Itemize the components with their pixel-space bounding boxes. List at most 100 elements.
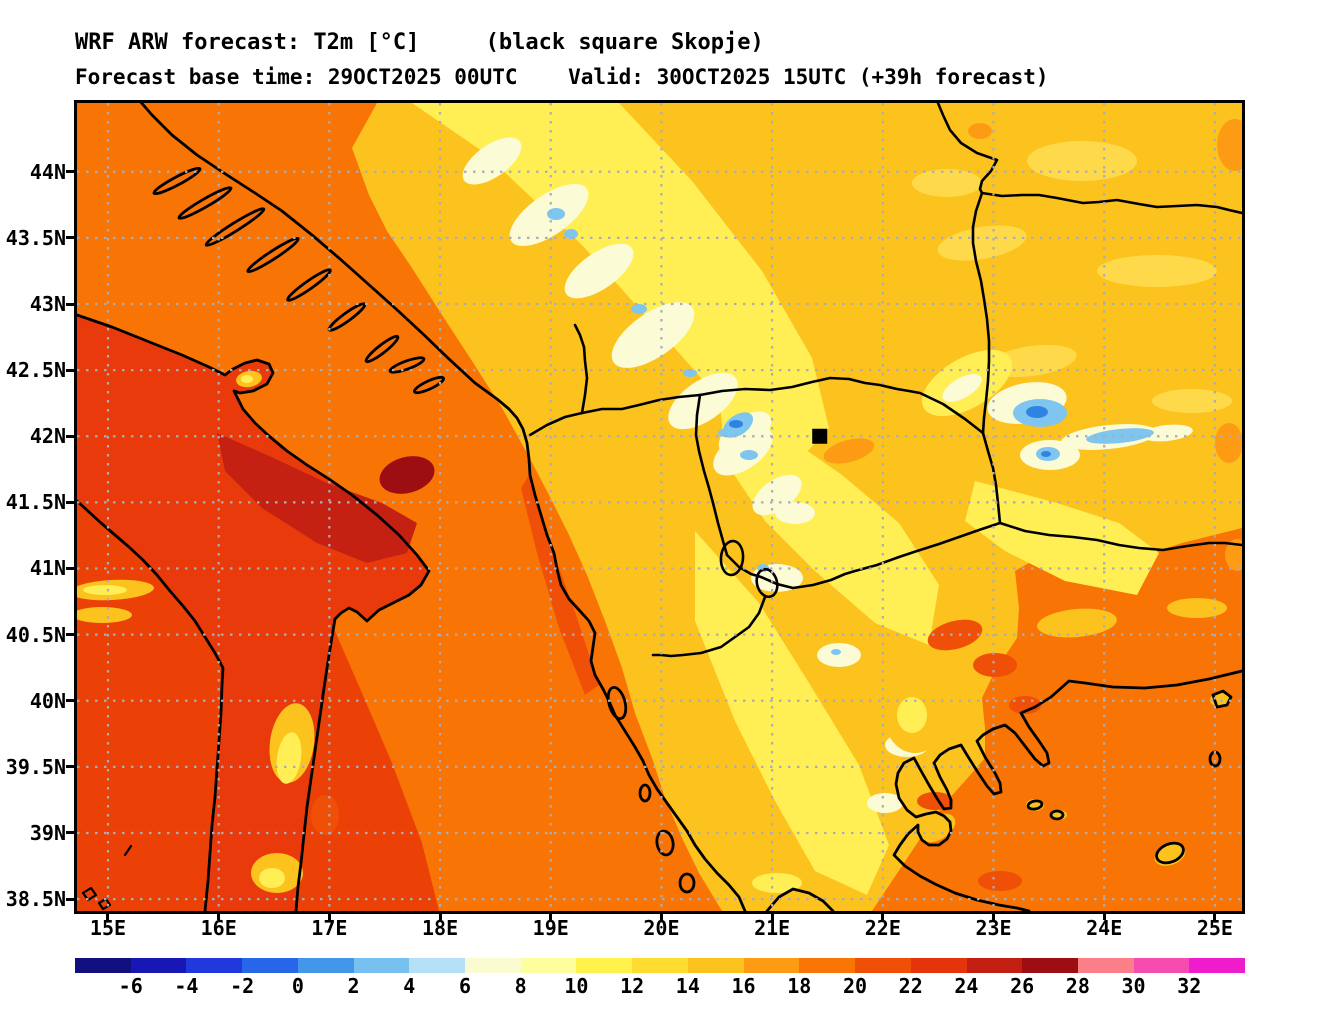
colorbar-segment xyxy=(1133,958,1190,973)
x-axis-tick-label: 23E xyxy=(975,916,1012,940)
x-axis-tick-label: 22E xyxy=(864,916,901,940)
x-axis-tick xyxy=(438,911,442,920)
x-axis-tick xyxy=(106,911,110,920)
colorbar-tick-label: 32 xyxy=(1177,974,1202,998)
coastline-italy-adriatic xyxy=(77,313,431,911)
colorbar-tick-label: 4 xyxy=(403,974,416,998)
y-axis-tick xyxy=(66,236,75,240)
colorbar-tick-label: 10 xyxy=(564,974,589,998)
country-borders xyxy=(528,103,1242,658)
aeolian-islets xyxy=(81,844,133,911)
x-axis-tick-label: 19E xyxy=(532,916,569,940)
colorbar-segment xyxy=(353,958,410,973)
colorbar-segment xyxy=(1022,958,1078,973)
y-axis-tick xyxy=(66,170,75,174)
map-plot-area xyxy=(74,100,1245,914)
x-axis-tick-label: 16E xyxy=(200,916,237,940)
colorbar-segment xyxy=(743,958,800,973)
x-axis-tick-label: 25E xyxy=(1196,916,1233,940)
x-axis-tick-label: 20E xyxy=(643,916,680,940)
colorbar-tick-label: 22 xyxy=(898,974,923,998)
y-axis-tick-label: 44N xyxy=(29,159,66,184)
y-axis-tick xyxy=(66,897,75,901)
coastline-dalmatia-albania-greece xyxy=(139,103,747,911)
y-axis-tick xyxy=(66,831,75,835)
colorbar-tick-label: 2 xyxy=(347,974,360,998)
colorbar-segment xyxy=(966,958,1023,973)
colorbar-segment xyxy=(130,958,187,973)
colorbar-segment xyxy=(242,958,298,973)
colorbar-tick-label: -4 xyxy=(174,974,199,998)
x-axis-tick xyxy=(327,911,331,920)
colorbar-tick-label: -2 xyxy=(230,974,255,998)
colorbar-tick-label: 14 xyxy=(675,974,700,998)
colorbar-tick-label: 16 xyxy=(731,974,756,998)
x-axis-tick-label: 21E xyxy=(754,916,791,940)
y-axis-tick xyxy=(66,566,75,570)
y-axis-tick-label: 40N xyxy=(29,688,66,713)
title-line-1: WRF ARW forecast: T2m [°C] (black square… xyxy=(75,30,764,55)
colorbar-segment xyxy=(687,958,744,973)
colorbar-segment xyxy=(1189,958,1246,973)
coastline-aegean xyxy=(892,669,1242,911)
colorbar-tick-label: -6 xyxy=(118,974,143,998)
y-axis-tick xyxy=(66,434,75,438)
title-line-2: Forecast base time: 29OCT2025 00UTC Vali… xyxy=(75,65,1049,89)
coastline-peloponnese xyxy=(765,887,835,911)
x-axis-tick xyxy=(992,911,995,920)
colorbar-segment xyxy=(910,958,967,973)
temperature-map xyxy=(77,103,1242,911)
y-axis-tick-label: 38.5N xyxy=(5,887,66,912)
colorbar-segment xyxy=(297,958,354,973)
ionian-islands xyxy=(606,686,696,894)
x-axis-tick-label: 18E xyxy=(421,916,459,940)
x-axis-tick xyxy=(217,911,221,920)
y-axis-tick-label: 39N xyxy=(29,820,66,845)
x-axis-tick xyxy=(1102,911,1106,920)
colorbar-segment xyxy=(855,958,911,973)
y-axis-tick-label: 42N xyxy=(29,424,66,449)
skopje-marker-layer xyxy=(812,428,828,444)
x-axis-tick xyxy=(770,911,774,920)
y-axis-tick xyxy=(66,699,75,703)
colorbar-tick-label: 28 xyxy=(1065,974,1090,998)
x-axis-tick-label: 17E xyxy=(311,916,348,940)
y-axis-tick xyxy=(66,302,75,306)
x-axis-tick xyxy=(549,911,553,920)
skopje-marker xyxy=(812,428,828,444)
coastline-italy-tyrrhenian xyxy=(77,499,225,911)
temperature-colorbar xyxy=(75,958,1246,973)
colorbar-segment xyxy=(465,958,521,973)
colorbar-segment xyxy=(520,958,577,973)
y-axis-tick-label: 43N xyxy=(29,292,66,316)
colorbar-segment xyxy=(799,958,856,973)
x-axis-tick xyxy=(1213,911,1217,920)
y-axis-tick xyxy=(66,368,75,372)
y-axis-tick-label: 41N xyxy=(29,556,66,581)
y-axis-tick-label: 40.5N xyxy=(5,622,66,647)
colorbar-tick-label: 0 xyxy=(291,974,304,998)
y-axis-tick xyxy=(66,633,75,637)
colorbar-tick-label: 24 xyxy=(954,974,979,998)
x-axis-tick xyxy=(659,911,663,920)
colorbar-tick-label: 8 xyxy=(514,974,527,998)
y-axis-tick-label: 43.5N xyxy=(5,225,66,250)
colorbar-segment xyxy=(576,958,633,973)
colorbar-tick-label: 26 xyxy=(1010,974,1035,998)
colorbar-tick-label: 20 xyxy=(842,974,868,998)
y-axis-tick-label: 42.5N xyxy=(5,358,66,383)
colorbar-tick-label: 18 xyxy=(787,974,812,998)
colorbar-segment xyxy=(1077,958,1134,973)
temperature-field xyxy=(77,103,1242,911)
colorbar-segment xyxy=(75,958,131,973)
y-axis-tick xyxy=(66,500,75,504)
y-axis-tick xyxy=(66,765,75,769)
x-axis-tick-label: 24E xyxy=(1086,916,1123,940)
x-axis-tick xyxy=(881,911,885,920)
colorbar-segment xyxy=(409,958,466,973)
colorbar-segment xyxy=(186,958,243,973)
colorbar-tick-label: 12 xyxy=(620,974,645,998)
y-axis-tick-label: 41.5N xyxy=(5,490,66,515)
x-axis-tick-label: 15E xyxy=(89,916,127,940)
